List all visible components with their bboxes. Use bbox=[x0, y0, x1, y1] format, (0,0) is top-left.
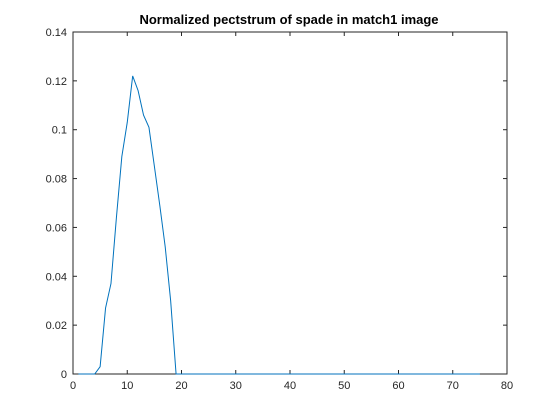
y-tick-label: 0.02 bbox=[46, 320, 67, 332]
x-tick-label: 60 bbox=[392, 380, 404, 392]
series-line bbox=[78, 75, 480, 375]
chart-title: Normalized pectstrum of spade in match1 … bbox=[139, 12, 438, 27]
y-tick-label: 0 bbox=[61, 369, 67, 381]
x-tick-label: 30 bbox=[230, 380, 242, 392]
x-tick-label: 20 bbox=[175, 380, 187, 392]
y-tick-label: 0.06 bbox=[46, 222, 67, 234]
x-tick-label: 0 bbox=[70, 380, 76, 392]
y-tick-label: 0.08 bbox=[46, 174, 67, 186]
x-tick-label: 70 bbox=[447, 380, 459, 392]
x-tick-label: 80 bbox=[501, 380, 513, 392]
y-tick-label: 0.12 bbox=[46, 76, 67, 88]
x-tick-label: 50 bbox=[338, 380, 350, 392]
y-tick-label: 0.1 bbox=[52, 125, 67, 137]
y-tick-label: 0.14 bbox=[46, 27, 67, 39]
x-tick-label: 40 bbox=[284, 380, 296, 392]
y-tick-label: 0.04 bbox=[46, 271, 67, 283]
plot-area bbox=[73, 32, 507, 374]
plot-layer: 0 10 20 30 40 50 60 70 80 0 0.02 0.04 0.06 0.08 0.1 0.1… bbox=[46, 27, 514, 392]
x-tick-label: 10 bbox=[121, 380, 133, 392]
